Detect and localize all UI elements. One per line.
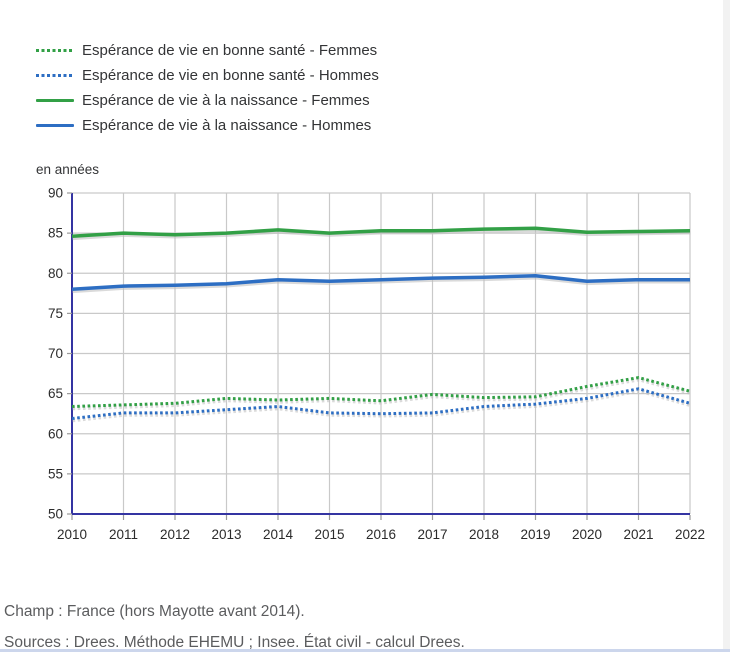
legend-swatch-dotted-green-icon <box>36 48 74 53</box>
legend-swatch-dotted-blue-icon <box>36 73 74 78</box>
x-axis-tick-label: 2013 <box>211 527 241 542</box>
scrollbar-track[interactable] <box>723 0 730 652</box>
x-axis-tick-label: 2022 <box>675 527 705 542</box>
y-axis-tick-label: 90 <box>48 186 63 201</box>
y-axis-tick-label: 75 <box>48 306 63 321</box>
legend-item-evbs-femmes[interactable]: Espérance de vie en bonne santé - Femmes <box>36 38 379 63</box>
series-line-3 <box>71 273 690 292</box>
x-axis-tick-label: 2019 <box>520 527 550 542</box>
y-axis-tick-label: 85 <box>48 226 63 241</box>
series-shadow <box>72 275 691 294</box>
series-line-0 <box>71 376 691 408</box>
y-axis-tick-label: 50 <box>48 507 63 522</box>
x-axis-tick-label: 2010 <box>57 527 87 542</box>
x-axis-tick-label: 2020 <box>572 527 602 542</box>
series-line-1 <box>71 387 691 420</box>
y-axis-tick-label: 70 <box>48 346 63 361</box>
x-axis-tick-label: 2015 <box>314 527 344 542</box>
series-shadow <box>72 388 692 423</box>
x-axis-tick-label: 2014 <box>263 527 294 542</box>
series-line-2 <box>71 226 691 239</box>
y-axis-unit-label: en années <box>36 162 100 177</box>
series-shadow <box>72 228 691 241</box>
x-axis-tick-label: 2012 <box>160 527 190 542</box>
legend-item-ev-femmes[interactable]: Espérance de vie à la naissance - Femmes <box>36 88 379 113</box>
footer-sources: Sources : Drees. Méthode EHEMU ; Insee. … <box>4 634 465 651</box>
y-axis-tick-label: 80 <box>48 266 63 281</box>
legend-item-ev-hommes[interactable]: Espérance de vie à la naissance - Hommes <box>36 113 379 138</box>
footer-champ: Champ : France (hors Mayotte avant 2014)… <box>4 603 305 620</box>
y-axis-tick-label: 65 <box>48 386 63 401</box>
x-axis-tick-label: 2017 <box>417 527 447 542</box>
y-axis-tick-label: 60 <box>48 426 63 441</box>
series-shadow <box>72 377 692 411</box>
legend-label: Espérance de vie en bonne santé - Hommes <box>82 67 379 84</box>
bottom-divider <box>0 649 730 652</box>
x-axis-tick-label: 2011 <box>109 527 138 542</box>
legend-item-evbs-hommes[interactable]: Espérance de vie en bonne santé - Hommes <box>36 63 379 88</box>
y-axis-tick-label: 55 <box>48 466 63 481</box>
legend-label: Espérance de vie en bonne santé - Femmes <box>82 42 378 59</box>
legend-label: Espérance de vie à la naissance - Hommes <box>82 117 372 134</box>
chart-footer: Champ : France (hors Mayotte avant 2014)… <box>4 596 704 658</box>
legend-label: Espérance de vie à la naissance - Femmes <box>82 92 370 109</box>
x-axis-tick-label: 2021 <box>623 527 653 542</box>
legend-swatch-solid-blue-icon <box>36 123 74 128</box>
x-axis-tick-label: 2018 <box>469 527 499 542</box>
legend-swatch-solid-green-icon <box>36 98 74 103</box>
x-axis-tick-label: 2016 <box>366 527 396 542</box>
chart-legend: Espérance de vie en bonne santé - Femmes… <box>36 38 379 138</box>
